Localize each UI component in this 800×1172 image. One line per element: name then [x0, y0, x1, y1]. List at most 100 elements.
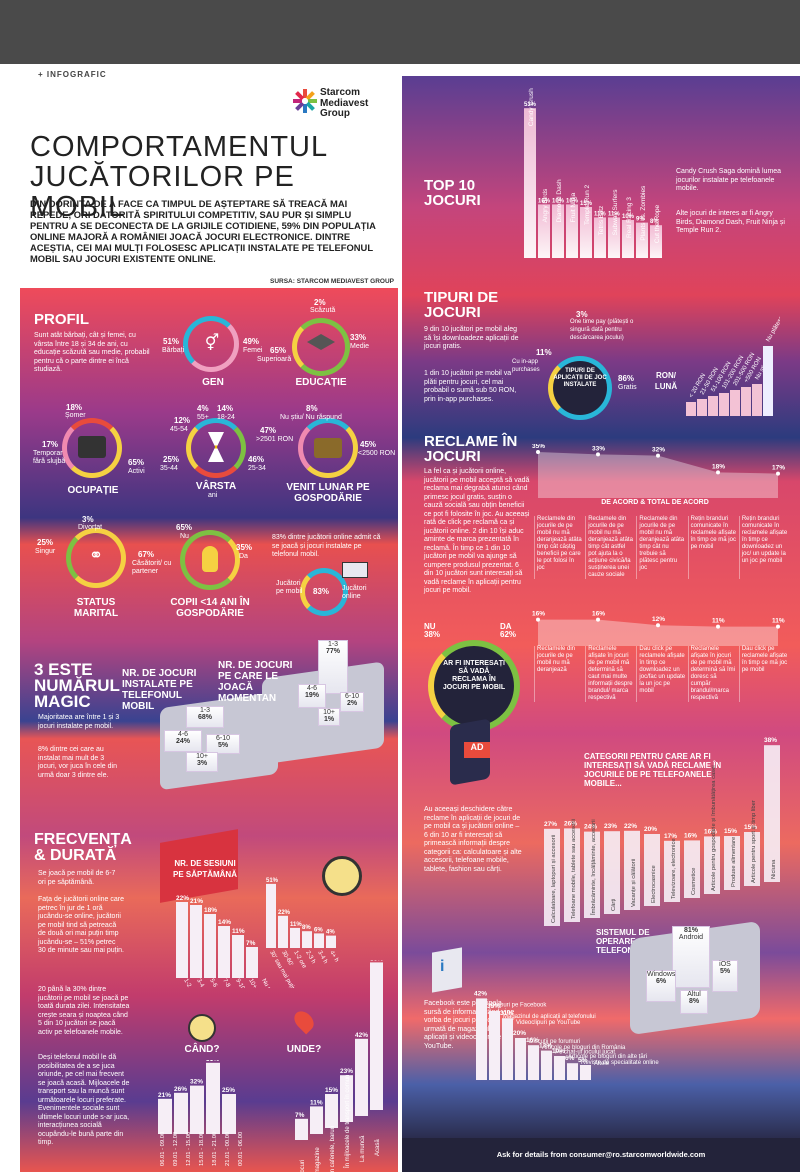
top10-value: 9%: [636, 217, 645, 223]
categorii-bar: [644, 834, 660, 906]
online-right-label: Jucători online: [342, 585, 367, 600]
categorii-value: 23%: [604, 823, 617, 830]
magic2-cube-c: 6-10 2%: [340, 692, 364, 712]
top10-value: 16%: [552, 198, 565, 204]
ron-bar: [741, 387, 751, 416]
reclame-nu-value: 38%: [424, 630, 441, 639]
varsta-e-value: 46%: [248, 455, 265, 464]
top10-game-label: Diamond Dash: [556, 179, 563, 222]
categorii-value: 27%: [544, 821, 557, 828]
duration-label: 4+ h: [328, 950, 339, 963]
sessions-label: 10+ ori: [247, 978, 261, 988]
surse-value: 6%: [565, 1055, 575, 1062]
status-c-label: Căsătorit/ cu partener: [132, 560, 172, 575]
sessions-label: 5-6 ori: [208, 978, 222, 988]
top10-game-label: Subway Surfers: [612, 189, 619, 236]
varsta-e-label: 25-34: [248, 465, 266, 472]
categorii-value: 15%: [744, 824, 757, 831]
categorii-label: Cosmetice: [691, 868, 697, 895]
footer-email-link[interactable]: Ask for details from consumer@ro.starcom…: [496, 1150, 706, 1159]
reclame-bottom-label: Reclamele afișate în jocuri de pe mobil …: [687, 646, 739, 702]
top10-bar: [622, 220, 634, 258]
tipuri-inapp-value: 11%: [536, 348, 552, 357]
categorii-value: 16%: [684, 832, 697, 839]
rings-icon: ⚭: [88, 546, 104, 565]
reclame-bottom-value: 12%: [652, 616, 665, 623]
categorii-bar: [664, 840, 680, 902]
reclame-bottom-label: Dau click pe reclamele afișate în timp c…: [738, 646, 790, 702]
magic-chart2-title: NR. DE JOCURI PE CARE LE JOACĂ MOMENTAN: [218, 660, 293, 704]
tipuri-onetime-value: 3%: [576, 310, 588, 319]
frecventa-text4: Deși telefonul mobil le dă posibilitatea…: [38, 1054, 130, 1146]
top10-game-label: Real Racing 3: [626, 197, 633, 238]
clock-small-icon: [188, 1014, 216, 1042]
reclame-top-point: [716, 470, 720, 475]
reclame-top-chart: 35% 33% 32% 18% 17%: [532, 444, 785, 498]
categorii-value: 15%: [724, 828, 737, 835]
gen-ring: [183, 316, 239, 372]
os-ios-cube: iOS 5%: [712, 960, 738, 992]
magic2-cube-d: 10+ 1%: [318, 708, 340, 726]
top10-heading: TOP 10 JOCURI: [424, 177, 481, 209]
categorii-bar: [684, 840, 700, 898]
reclame-top-value: 33%: [592, 445, 605, 452]
surse-label: Discuții pe forumuri: [529, 1039, 580, 1045]
reclame-bottom-value: 16%: [532, 611, 545, 618]
ron-bar: [763, 346, 773, 416]
unde-label: În magazine: [314, 1147, 321, 1172]
reclame-da-label: DA: [500, 622, 512, 631]
duration-bar: [302, 931, 312, 948]
unde-value: 11%: [310, 1099, 323, 1106]
top10-bar: [580, 207, 592, 258]
top-bar: [0, 0, 800, 64]
profil-heading: PROFIL: [34, 311, 89, 328]
reclame-top-point: [656, 453, 660, 458]
duration-bar: [278, 915, 288, 948]
tipuri-onetime-label: One time pay (plătești o singură dată pe…: [570, 319, 634, 341]
tipuri-free-value: 86%: [618, 374, 635, 383]
online-ring: [300, 568, 348, 616]
surse-value: 5%: [578, 1057, 588, 1064]
surse-value: 20%: [513, 1030, 526, 1037]
os-other-cube: Altul 8%: [680, 990, 708, 1014]
edu-ring: [292, 318, 350, 376]
section-tag: + INFOGRAFIC: [38, 70, 107, 79]
tipuri-text2: 1 din 10 jucători pe mobil va plăti pent…: [424, 370, 517, 403]
reclame-text: La fel ca și jucătorii online, jucătorii…: [424, 468, 530, 594]
starcom-logo-icon: [293, 89, 317, 113]
cand-label: 00.01 - 06.00: [238, 1132, 244, 1166]
varsta-d-label: 35-44: [160, 465, 178, 472]
venit-b-label: >2501 RON: [256, 436, 294, 443]
gender-icon: ⚥: [204, 335, 220, 352]
sessions-label: 9-10 ori: [234, 978, 249, 988]
surse-bar: [567, 1063, 578, 1080]
duration-value: 6%: [314, 927, 323, 933]
surse-label: Videoclipuri pe YouTube: [516, 1020, 581, 1026]
cand-bar: [158, 1098, 172, 1134]
top10-value: 53%: [524, 102, 537, 108]
reclame-top-point: [776, 471, 780, 476]
reclame-bottom-area: [538, 619, 778, 646]
reclame-top-value: 35%: [532, 444, 545, 450]
tipuri-text1: 9 din 10 jucători pe mobil aleg să își d…: [424, 326, 519, 350]
surse-value: 35%: [487, 1003, 500, 1010]
edu-low-value: 2%: [314, 298, 326, 307]
reclame-bottom-label: Dau click pe reclamele afișate în timp c…: [636, 646, 687, 702]
tipuri-inapp-label: Cu in-app purchases: [512, 359, 540, 373]
ocup-title: OCUPAȚIE: [67, 485, 119, 496]
cand-label: 12.01 - 15.00: [186, 1132, 192, 1166]
top10-bar: [524, 108, 536, 258]
surse-label: Articole pe bloguri din România: [542, 1045, 626, 1051]
sessions-value: 7%: [246, 940, 256, 947]
unde-label: Acasă: [375, 1139, 381, 1156]
tipuri-ring-title: TIPURI DE APLICAȚII DE JOC INSTALATE: [553, 368, 607, 388]
reclame-bottom-chart: 16% 16% 12% 11% 11%: [532, 611, 785, 646]
logo-text: Starcom Mediavest Group: [320, 87, 369, 119]
surse-value: 13%: [539, 1043, 552, 1050]
copii-b-label: Da: [239, 553, 248, 560]
categorii-label: Electrocasnice: [651, 865, 657, 903]
online-left-label: Jucători pe mobil: [276, 580, 303, 595]
categorii-label: Cărți: [611, 899, 617, 911]
tipuri-free-label: Gratis: [618, 384, 637, 391]
